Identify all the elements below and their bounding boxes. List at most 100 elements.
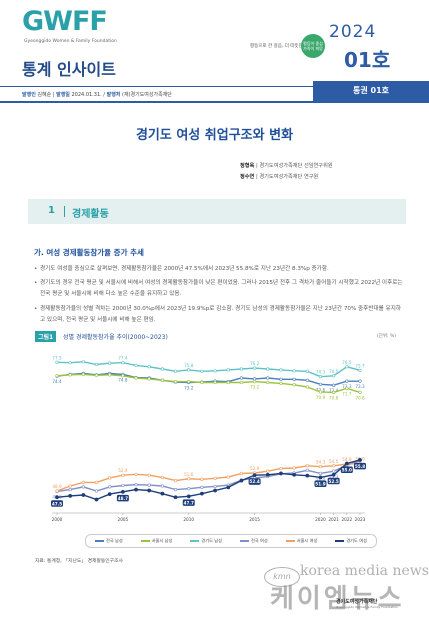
data-point xyxy=(252,473,257,478)
x-tick-label: 2020 xyxy=(315,517,326,522)
series-line xyxy=(56,460,361,493)
footer-org-sub: Gyeonggido Women & Family Foundation xyxy=(336,605,398,609)
series-line xyxy=(56,361,361,378)
slogan-badge: 평등이 중심 가족이 희망 xyxy=(301,34,325,58)
data-label: 72.4 xyxy=(329,388,339,393)
publisher: 김혜순 xyxy=(37,92,52,98)
author-role: 경기도여성가족재단 선임연구위원 xyxy=(259,163,333,169)
data-point xyxy=(279,381,283,386)
data-point xyxy=(120,489,125,494)
data-point xyxy=(55,360,59,364)
data-point xyxy=(305,468,309,472)
data-label: 75.7 xyxy=(355,363,365,368)
data-point xyxy=(81,372,85,377)
section-number: 1 xyxy=(48,205,55,216)
data-point xyxy=(173,479,178,483)
publisher-org: (재)경기도여성가족재단 xyxy=(122,92,172,98)
legend-label: 전국 여성 xyxy=(250,538,268,543)
author-role: 경기도여성가족재단 연구원 xyxy=(259,174,319,180)
data-label-bg xyxy=(116,494,129,502)
data-point xyxy=(305,378,309,382)
data-point xyxy=(332,383,336,387)
data-point xyxy=(318,382,323,386)
bullet-text: 경제활동참가율의 성별 격차는 2000년 30.0%p에서 2023년 19.… xyxy=(34,304,405,325)
series-line xyxy=(56,459,361,501)
legend-label: 전국 남성 xyxy=(106,538,123,543)
data-point xyxy=(55,489,59,493)
x-tick-label: 2010 xyxy=(183,517,194,522)
data-point xyxy=(160,491,165,496)
data-label: 55.0 xyxy=(342,468,352,473)
header-divider xyxy=(0,101,429,103)
data-label: 55.8 xyxy=(355,464,365,469)
data-point xyxy=(292,383,296,387)
data-point xyxy=(55,495,59,500)
data-point xyxy=(239,367,244,371)
data-point xyxy=(134,472,138,476)
data-label: 53.3 xyxy=(329,474,339,479)
data-label-bg xyxy=(327,477,340,485)
data-point xyxy=(305,473,310,478)
publisher-label: 발행인 xyxy=(22,92,36,98)
legend-swatch xyxy=(239,540,249,542)
data-label-bg xyxy=(340,466,353,473)
data-label: 52.4 xyxy=(249,479,259,484)
data-label: 54.5 xyxy=(329,459,339,464)
publication-info: 발행인 김혜순 | 발행일 2024.01.31. / 발행처 (재)경기도여성… xyxy=(22,92,172,98)
data-point xyxy=(239,376,244,380)
data-point xyxy=(160,475,164,480)
data-point xyxy=(94,480,99,484)
data-point xyxy=(200,369,204,373)
data-point xyxy=(68,488,72,492)
x-tick-label: 2023 xyxy=(355,517,366,522)
series-line xyxy=(56,373,361,394)
data-point xyxy=(94,373,99,377)
data-point xyxy=(213,476,217,480)
data-label: 70.8 xyxy=(329,395,339,400)
x-tick-label: 2022 xyxy=(341,517,352,522)
legend-item: 서울시 남성 xyxy=(140,538,172,544)
figure-source: 자료: 통계청, 「지난도」 경제활동인구조사 xyxy=(35,559,123,564)
data-point xyxy=(345,386,349,390)
figure-title: 성별 경제활동참가율 추이(2000~2023) xyxy=(63,334,168,341)
data-label: 52.4 xyxy=(118,468,128,473)
data-point xyxy=(344,461,349,466)
data-point xyxy=(358,379,362,383)
data-point xyxy=(226,485,231,490)
legend-swatch xyxy=(335,540,345,542)
data-point xyxy=(173,369,178,373)
data-point xyxy=(253,366,257,370)
data-point xyxy=(265,472,270,477)
data-point xyxy=(345,365,349,369)
data-point xyxy=(55,374,59,378)
data-point xyxy=(186,494,191,499)
data-point xyxy=(94,497,99,502)
data-point xyxy=(266,469,270,473)
bullet-text: 경기도 여성을 중심으로 살펴보면, 경제활동참가율은 2000년 47.5%에… xyxy=(34,264,405,275)
data-point xyxy=(345,379,349,383)
data-point xyxy=(266,367,270,371)
data-point xyxy=(121,483,125,488)
data-point xyxy=(108,476,112,480)
data-label-bg xyxy=(354,462,366,470)
legend-item: 경기도 남성 xyxy=(190,538,222,544)
issue-year: 2024 xyxy=(329,22,377,42)
data-point xyxy=(81,493,86,497)
data-point xyxy=(279,368,283,372)
data-point xyxy=(358,458,362,462)
data-point xyxy=(134,376,138,380)
author-name: 정형옥 xyxy=(240,163,255,169)
data-label: 75.8 xyxy=(184,363,194,368)
data-label: 70.9 xyxy=(316,395,326,400)
author-name: 정수연 xyxy=(240,174,255,180)
data-point xyxy=(239,380,244,385)
data-label: 48.9 xyxy=(52,484,62,489)
data-point xyxy=(187,368,191,372)
data-label-bg xyxy=(314,480,327,487)
data-point xyxy=(200,477,204,481)
data-label: 77.5 xyxy=(52,355,62,360)
data-point xyxy=(147,365,151,369)
data-point xyxy=(108,361,112,365)
series-line xyxy=(56,372,360,386)
data-point xyxy=(226,368,230,372)
